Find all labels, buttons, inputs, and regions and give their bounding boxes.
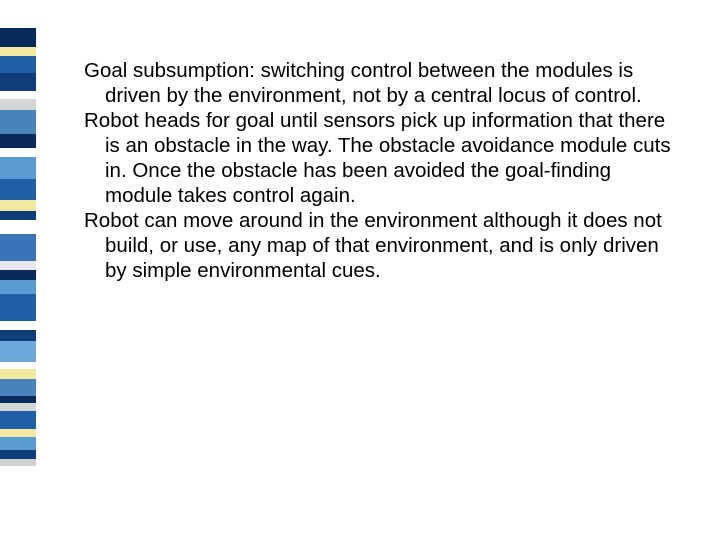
stripe	[0, 459, 36, 466]
stripe	[0, 148, 36, 157]
stripe	[0, 341, 36, 362]
stripe	[0, 47, 36, 56]
decorative-stripe-bar	[0, 28, 36, 466]
stripe	[0, 411, 36, 429]
stripe	[0, 261, 36, 270]
stripe	[0, 362, 36, 369]
stripe	[0, 369, 36, 379]
stripe	[0, 56, 36, 73]
stripe	[0, 179, 36, 200]
stripe	[0, 403, 36, 411]
stripe	[0, 99, 36, 110]
stripe	[0, 437, 36, 450]
stripe	[0, 234, 36, 261]
stripe	[0, 157, 36, 179]
stripe	[0, 330, 36, 341]
stripe	[0, 379, 36, 396]
stripe	[0, 450, 36, 459]
paragraph-1: Goal subsumption: switching control betw…	[84, 58, 674, 108]
stripe	[0, 294, 36, 321]
stripe	[0, 200, 36, 211]
stripe	[0, 396, 36, 403]
stripe	[0, 270, 36, 280]
stripe	[0, 220, 36, 234]
stripe	[0, 211, 36, 220]
stripe	[0, 28, 36, 47]
paragraph-2: Robot heads for goal until sensors pick …	[84, 108, 674, 208]
stripe	[0, 280, 36, 294]
stripe	[0, 73, 36, 91]
stripe	[0, 91, 36, 99]
paragraph-3: Robot can move around in the environment…	[84, 208, 674, 283]
stripe	[0, 110, 36, 134]
stripe	[0, 321, 36, 330]
slide-content: Goal subsumption: switching control betw…	[84, 58, 674, 283]
stripe	[0, 429, 36, 437]
stripe	[0, 134, 36, 148]
